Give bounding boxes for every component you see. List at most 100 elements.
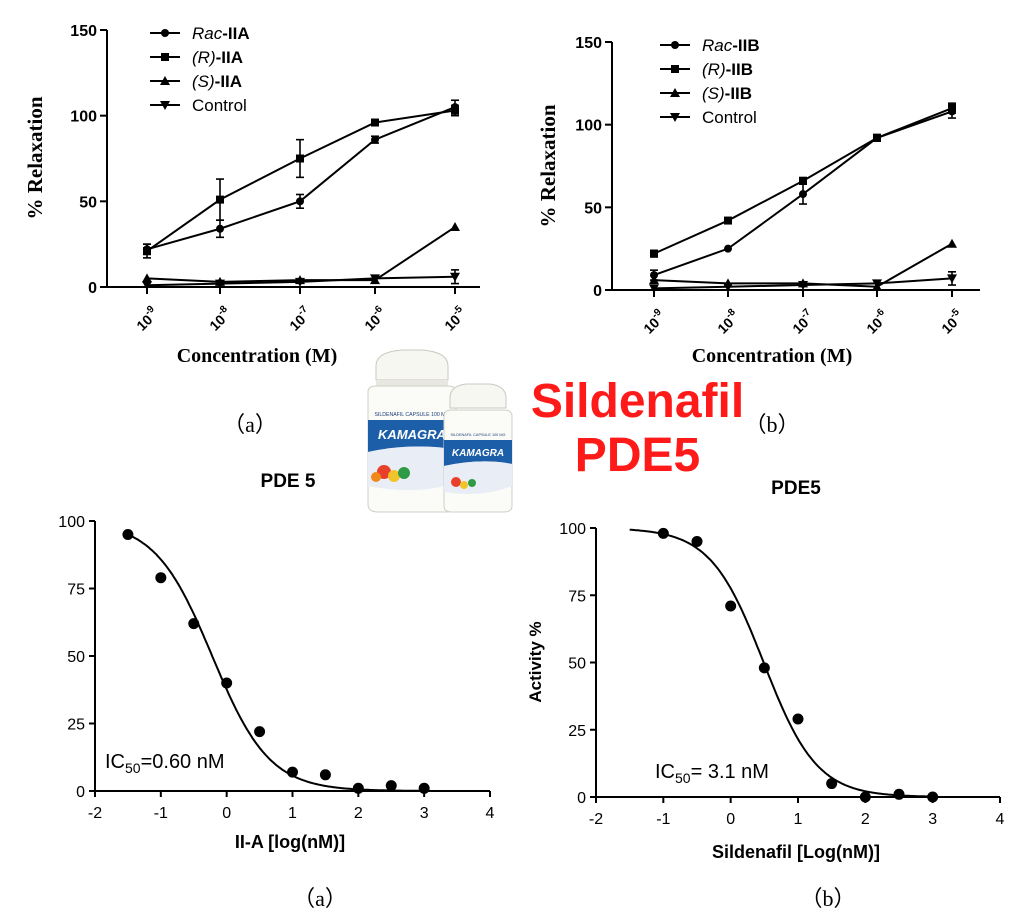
x-tick-label: 10-6: [360, 303, 390, 333]
data-point: [122, 529, 134, 540]
legend-entry: Control: [192, 96, 247, 115]
panel-label: （a）: [293, 886, 347, 911]
overlay-title-line2: PDE5: [574, 429, 701, 482]
data-point: [287, 766, 298, 778]
series-2: [142, 222, 460, 286]
data-point: [296, 197, 304, 206]
x-tick-label: 10-7: [285, 303, 315, 333]
x-tick-label: 10-7: [788, 306, 818, 336]
legend-marker: [160, 76, 170, 85]
data-point: [295, 277, 305, 287]
series-1: [650, 102, 956, 258]
data-point: [188, 618, 200, 630]
data-point: [792, 713, 804, 725]
data-point: [798, 281, 808, 291]
data-point: [893, 788, 905, 800]
data-point: [725, 600, 737, 612]
x-axis-label: II-A [log(nM)]: [235, 832, 345, 852]
data-point: [649, 275, 659, 285]
data-point: [649, 284, 659, 294]
y-tick-label: 50: [67, 649, 85, 666]
legend-marker: [671, 41, 679, 49]
series-1: [143, 104, 459, 259]
series-line: [146, 109, 456, 252]
x-tick-label: 2: [861, 811, 870, 828]
x-tick-label: 3: [928, 811, 937, 828]
overlay-title: Sildenafil PDE5: [500, 375, 775, 483]
x-tick-label: 10-9: [639, 306, 669, 336]
data-point: [143, 247, 151, 256]
data-point: [221, 677, 233, 689]
series-3: [649, 271, 957, 294]
data-point: [799, 190, 807, 199]
product-subtext-small: SILDENAFIL CAPSULE 100 MG: [451, 433, 506, 437]
y-tick-label: 75: [67, 582, 85, 599]
data-point: [385, 780, 397, 792]
x-tick-label: 4: [486, 805, 495, 822]
series-line: [146, 106, 456, 251]
legend-marker: [670, 113, 680, 122]
data-point: [451, 106, 459, 115]
data-point: [873, 133, 881, 142]
y-tick-label: 100: [559, 521, 586, 538]
y-axis-label: % Relaxation: [23, 96, 47, 219]
data-point: [758, 662, 770, 674]
data-point: [826, 778, 838, 790]
legend-entry: Rac-IIB: [702, 36, 760, 55]
y-tick-label: 75: [568, 588, 586, 605]
y-tick-label: 0: [76, 784, 85, 801]
x-tick-label: 4: [996, 811, 1005, 828]
data-point: [418, 782, 430, 794]
overlay-title-line1: Sildenafil: [530, 375, 745, 428]
data-point: [296, 154, 304, 163]
x-tick-label: -2: [589, 811, 603, 828]
legend-entry: (R)-IIB: [702, 60, 753, 79]
data-point: [723, 282, 733, 292]
x-axis-label: Sildenafil [Log(nM)]: [712, 842, 880, 862]
kamagra-bottles-image: KAMAGRA SILDENAFIL CAPSULE 100 MG KAMAGR…: [367, 349, 513, 513]
data-point: [142, 281, 152, 291]
data-point: [216, 224, 224, 233]
small-bottle: KAMAGRA SILDENAFIL CAPSULE 100 MG: [443, 383, 513, 513]
y-tick-label: 100: [70, 109, 97, 126]
data-point: [799, 176, 807, 185]
x-tick-label: 10-8: [713, 306, 743, 336]
ic50-annotation: IC50= 3.1 nM: [655, 761, 769, 786]
x-tick-label: 10-5: [440, 303, 470, 333]
x-tick-label: 10-6: [862, 306, 892, 336]
legend-entry: (R)-IIA: [192, 48, 243, 67]
y-tick-label: 0: [593, 283, 602, 300]
data-point: [370, 274, 380, 284]
product-brand-label-small: KAMAGRA: [452, 448, 504, 459]
data-point: [319, 769, 331, 781]
large-bottle: KAMAGRA SILDENAFIL CAPSULE 100 MG: [367, 349, 457, 513]
legend-entry: (S)-IIA: [192, 72, 242, 91]
y-tick-label: 50: [79, 194, 97, 211]
panel-label: （b）: [744, 412, 799, 437]
y-tick-label: 50: [584, 200, 602, 217]
x-tick-label: 3: [420, 805, 429, 822]
x-tick-label: 10-9: [132, 303, 162, 333]
y-axis-label: Activity %: [526, 621, 545, 702]
x-tick-label: 1: [794, 811, 803, 828]
x-axis-label: Concentration (M): [692, 345, 853, 367]
data-point: [371, 135, 379, 144]
data-point: [948, 104, 956, 113]
legend-entry: Rac-IIA: [192, 24, 250, 43]
data-point: [142, 273, 152, 283]
product-brand-label-large: KAMAGRA: [378, 427, 446, 442]
chart-bottom-left: 0 25 50 75 100 -2 -1 0 1 2 3 4 II-A [log(nM)] PDE 5 （a…: [58, 471, 494, 911]
x-tick-label: 2: [354, 805, 363, 822]
data-point: [450, 272, 460, 282]
x-tick-label: -2: [88, 805, 102, 822]
series-3: [142, 269, 460, 291]
x-tick-label: 10-8: [205, 303, 235, 333]
y-axis-label: % Relaxation: [536, 104, 560, 227]
panel-label: （b）: [800, 886, 855, 911]
data-point: [371, 118, 379, 127]
y-tick-label: 50: [568, 656, 586, 673]
fit-curve: [127, 533, 425, 792]
legend-marker: [161, 53, 169, 61]
series-0: [650, 104, 956, 281]
